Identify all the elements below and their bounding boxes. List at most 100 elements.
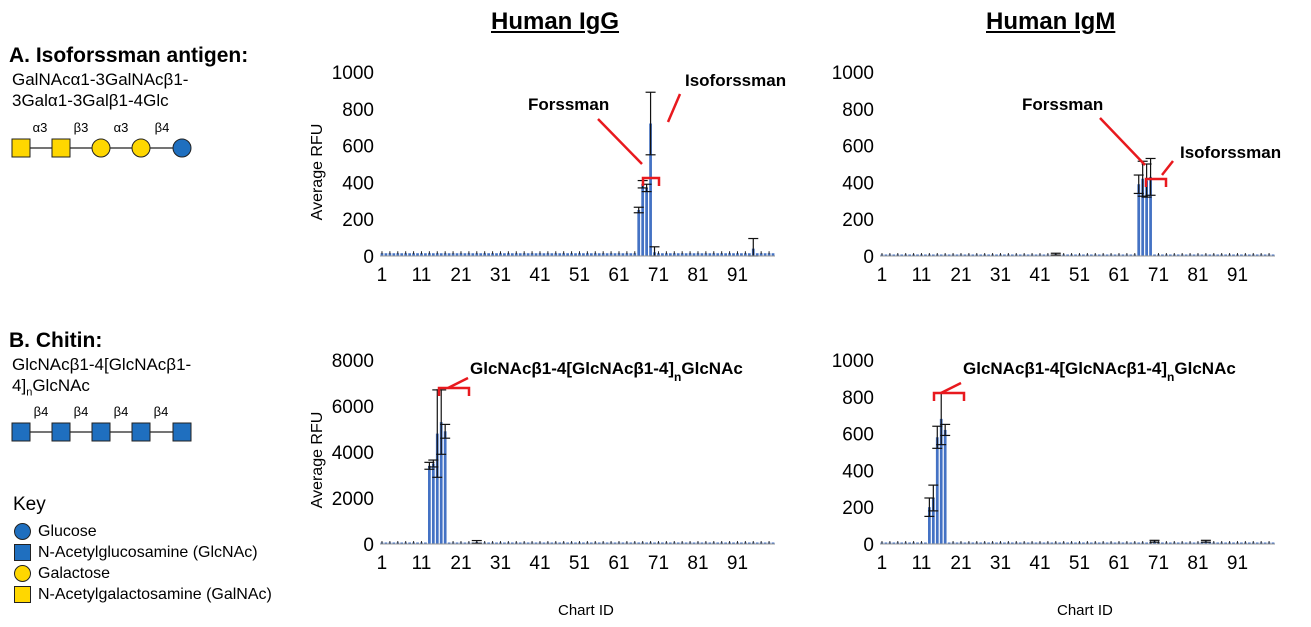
bar	[668, 253, 672, 256]
annotation-pointer	[1161, 160, 1174, 176]
linkage-label: α3	[114, 120, 129, 135]
bar	[1232, 254, 1235, 256]
section-b-formula-sub: n	[26, 386, 33, 399]
bar	[447, 542, 451, 544]
y-axis-title: Average RFU	[309, 412, 326, 509]
y-tick-label: 800	[842, 388, 874, 409]
bar	[736, 253, 739, 256]
bar	[1255, 542, 1259, 544]
bar	[744, 253, 747, 256]
bar	[645, 187, 648, 256]
bar	[684, 542, 688, 544]
bar	[455, 542, 459, 544]
annotation-bracket	[437, 386, 471, 396]
x-tick-label: 11	[412, 265, 432, 285]
bar	[1003, 254, 1006, 256]
linkage-label: β4	[154, 404, 169, 419]
bar	[716, 253, 720, 256]
key-item-label: N-Acetylgalactosamine (GalNAc)	[38, 585, 272, 603]
y-tick-label: 200	[842, 210, 874, 231]
bar	[943, 429, 947, 544]
x-tick-label: 31	[990, 553, 1011, 573]
annotation-pointer	[940, 381, 962, 395]
bar	[1137, 542, 1141, 544]
section-a-formula-line2: 3Galα1-3Galβ1-4Glc	[12, 91, 169, 110]
annotation-pointer	[447, 376, 469, 390]
key-list: Glucose N-Acetylglucosamine (GlcNAc) Gal…	[14, 521, 272, 605]
x-tick-label: 41	[529, 265, 550, 285]
bar	[1247, 542, 1251, 544]
bar	[924, 254, 927, 256]
bar	[479, 253, 483, 256]
bar	[755, 253, 759, 256]
bar	[503, 253, 506, 256]
bar	[534, 253, 538, 256]
bar	[747, 542, 751, 544]
bar	[1097, 254, 1101, 256]
bar	[963, 542, 967, 544]
key-item-label: Galactose	[38, 564, 111, 582]
bar	[692, 542, 696, 544]
section-b-formula-line2: 4]nGlcNAc	[12, 375, 90, 403]
x-tick-label: 31	[490, 265, 511, 285]
bar	[605, 542, 609, 544]
x-tick-label: 31	[990, 265, 1011, 285]
bar	[884, 542, 888, 544]
isoforssman-glycan-diagram: α3 β3 α3 β4	[11, 120, 192, 158]
y-tick-label: 4000	[332, 443, 374, 464]
bar	[1263, 542, 1267, 544]
bar	[408, 253, 411, 256]
bar	[582, 542, 585, 544]
bar	[1263, 254, 1267, 256]
y-tick-label: 0	[863, 247, 874, 268]
bar	[688, 253, 692, 256]
bar	[767, 253, 771, 256]
bar	[1224, 254, 1227, 256]
bar	[558, 542, 562, 544]
bar	[522, 253, 526, 256]
x-tick-label: 21	[950, 553, 971, 573]
key-item-label: Glucose	[38, 522, 97, 540]
bar	[892, 542, 896, 544]
y-tick-label: 600	[842, 137, 874, 158]
annotation-pointer	[1099, 117, 1146, 166]
bar	[463, 542, 467, 544]
bar	[1113, 254, 1117, 256]
y-tick-label: 8000	[332, 351, 374, 372]
bar	[724, 542, 727, 544]
bar	[700, 542, 704, 544]
bar	[1097, 542, 1101, 544]
bar	[380, 253, 384, 256]
bar	[1089, 254, 1093, 256]
bar	[892, 254, 896, 256]
x-tick-label: 21	[950, 265, 971, 285]
bar	[724, 253, 727, 256]
x-tick-label: 91	[727, 553, 748, 573]
bar	[566, 542, 569, 544]
annotation-bracket	[932, 391, 966, 401]
glcnac-square-icon	[172, 422, 192, 442]
bar	[495, 542, 498, 544]
linkage-label: β4	[34, 404, 49, 419]
bar	[510, 542, 514, 544]
bar	[526, 253, 530, 256]
bar	[979, 542, 983, 544]
annotation-pointer	[597, 118, 643, 165]
bar	[947, 542, 951, 544]
bar	[1168, 542, 1172, 544]
bar	[499, 253, 502, 256]
annotation-label: GlcNAcβ1-4[GlcNAcβ1-4]nGlcNAc	[470, 359, 743, 384]
bar	[1224, 542, 1227, 544]
x-tick-label: 21	[450, 265, 471, 285]
bar	[680, 253, 684, 256]
bar	[467, 253, 471, 256]
glcnac-square-icon	[91, 422, 111, 442]
bar	[649, 123, 652, 256]
bar	[435, 253, 439, 256]
bar	[439, 253, 443, 256]
bar	[908, 542, 911, 544]
bar	[574, 542, 577, 544]
y-tick-label: 1000	[832, 351, 874, 372]
bar	[900, 542, 904, 544]
